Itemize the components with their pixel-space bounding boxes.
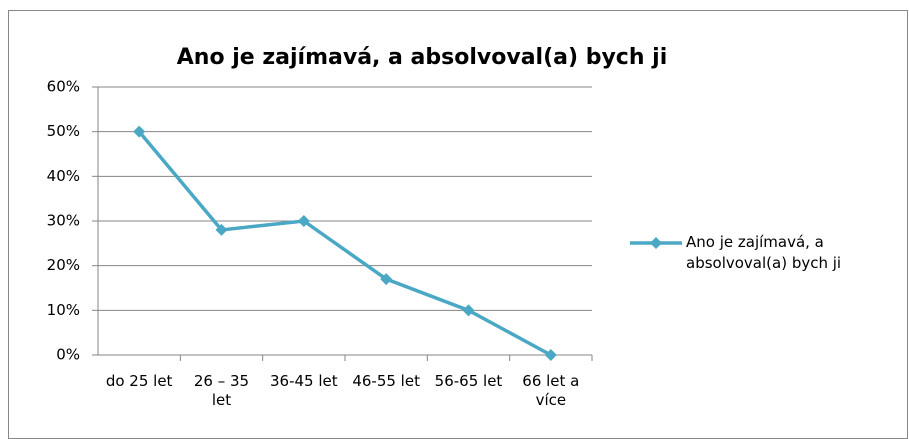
legend-label: Ano je zajímavá, a absolvoval(a) bych ji [686,233,842,272]
x-tick-label: 66 let a více [522,372,580,409]
legend-marker [650,237,662,249]
data-point [215,223,228,236]
data-point [133,125,146,138]
chart-title: Ano je zajímavá, a absolvoval(a) bych ji [177,45,667,70]
y-tick-label: 40% [47,167,80,185]
y-tick-label: 30% [47,212,80,230]
data-point [544,349,557,361]
x-tick-label: 26 – 35 let [193,372,250,409]
y-tick-label: 60% [47,78,80,96]
series-line [137,130,552,357]
y-tick-label: 10% [47,301,80,319]
x-tick-label: 56-65 let [434,372,503,390]
data-point [380,273,393,286]
x-tick-label: 36-45 let [270,372,338,390]
chart-border [8,10,908,439]
data-point [297,215,310,227]
y-tick-label: 50% [47,122,80,140]
x-tick-label: do 25 let [105,372,173,390]
y-tick-label: 20% [47,256,80,274]
data-point [462,304,475,317]
y-tick-label: 0% [56,346,80,364]
x-tick-label: 46-55 let [352,372,420,390]
